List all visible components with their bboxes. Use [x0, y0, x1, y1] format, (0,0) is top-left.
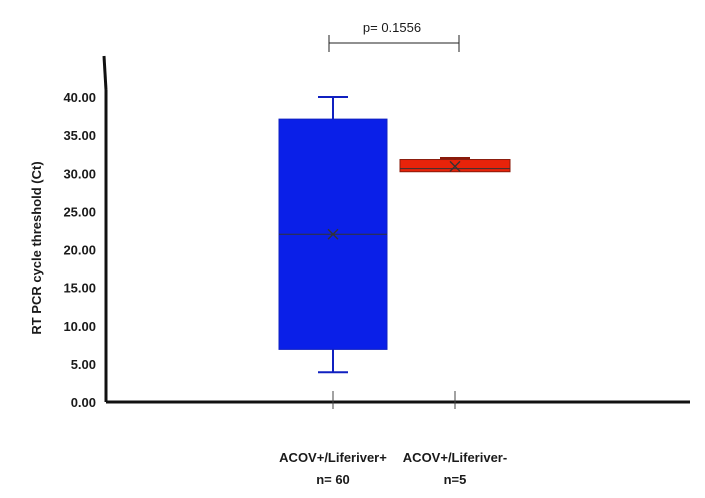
y-tick-label: 15.00: [63, 281, 96, 296]
y-tick-label: 25.00: [63, 204, 96, 219]
category-label: ACOV+/Liferiver+: [279, 450, 387, 465]
mean-marker: [327, 228, 339, 240]
y-tick-label: 0.00: [71, 395, 96, 410]
y-tick-label: 40.00: [63, 90, 96, 105]
y-axis-title: RT PCR cycle threshold (Ct): [29, 161, 44, 334]
y-tick-label: 20.00: [63, 243, 96, 258]
category-n-label: n= 60: [316, 472, 350, 487]
category-n-label: n=5: [444, 472, 467, 487]
axes: [102, 55, 690, 404]
box-2: [399, 157, 511, 173]
x-tick-marks: [332, 391, 456, 409]
category-labels: ACOV+/Liferiver+ n= 60 ACOV+/Liferiver-n=5: [279, 450, 507, 487]
significance-annotation: p= 0.1556: [328, 20, 460, 52]
category-label: ACOV+/Liferiver-: [403, 450, 507, 465]
p-value-label: p= 0.1556: [363, 20, 421, 35]
mean-marker: [449, 160, 461, 172]
y-axis-top-mark: [102, 55, 108, 91]
y-tick-labels: 0.00 5.00 10.00 15.00 20.00 25.00 30.00 35.00 40…: [63, 90, 96, 410]
y-tick-label: 5.00: [71, 357, 96, 372]
y-tick-label: 10.00: [63, 319, 96, 334]
box-1: [278, 96, 388, 374]
boxes: [278, 96, 511, 374]
y-tick-label: 35.00: [63, 128, 96, 143]
y-tick-label: 30.00: [63, 166, 96, 181]
